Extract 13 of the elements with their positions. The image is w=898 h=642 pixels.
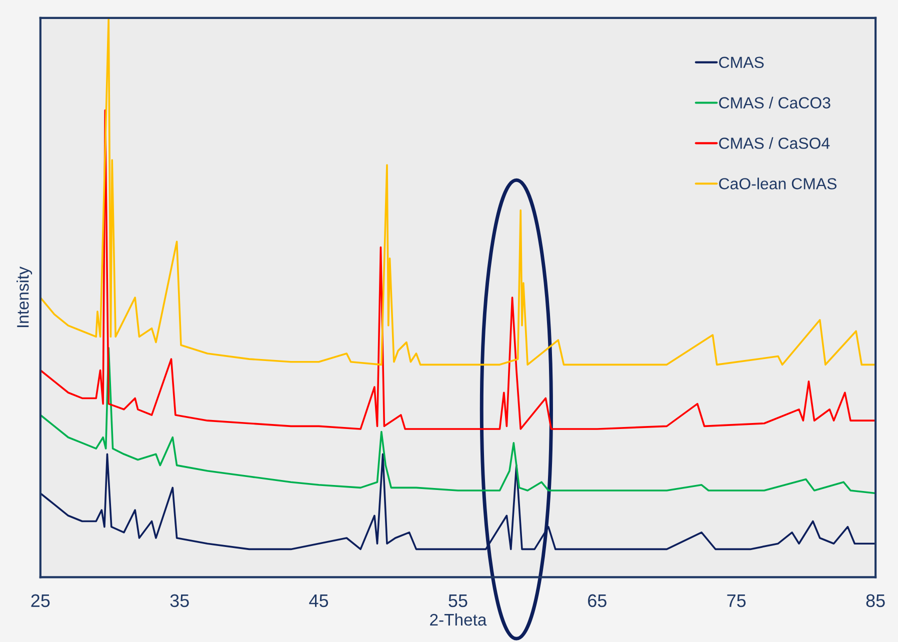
x-tick-label: 65 <box>588 594 606 608</box>
x-tick-label: 85 <box>866 594 885 608</box>
legend-label: CMAS / CaSO4 <box>719 137 830 149</box>
x-axis-title: 2-Theta <box>430 613 487 626</box>
y-axis-title: Intensity <box>16 266 32 328</box>
legend-label: CMAS <box>719 56 764 68</box>
x-tick-label: 45 <box>309 594 328 608</box>
x-tick-label: 55 <box>448 594 468 608</box>
legend-label: CMAS / CaCO3 <box>719 96 830 108</box>
legend-label: CaO-lean CMAS <box>719 178 836 190</box>
x-tick-label: 35 <box>170 594 189 608</box>
x-tick-label: 75 <box>727 594 746 608</box>
x-tick-label: 25 <box>31 594 50 608</box>
